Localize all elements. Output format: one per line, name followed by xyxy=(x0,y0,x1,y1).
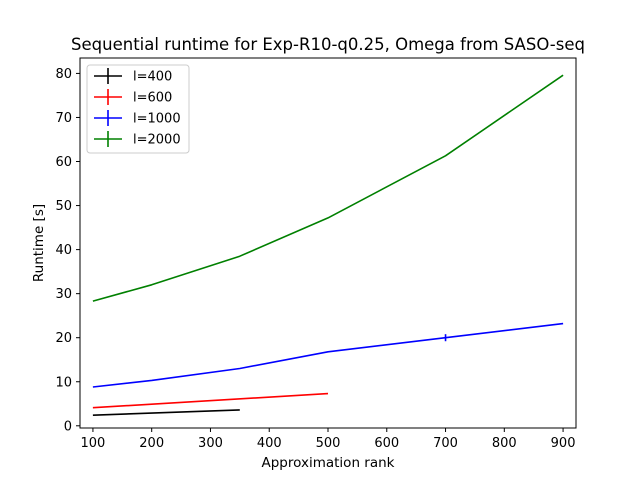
legend-label-0: l=400 xyxy=(133,70,172,85)
y-tick-label-7: 70 xyxy=(55,111,72,126)
y-tick-label-4: 40 xyxy=(55,243,72,258)
y-tick-label-5: 50 xyxy=(55,199,72,214)
x-tick-label-4: 500 xyxy=(316,436,341,451)
chart-title: Sequential runtime for Exp-R10-q0.25, Om… xyxy=(71,35,585,54)
y-tick-label-3: 30 xyxy=(55,287,72,302)
y-tick-label-6: 60 xyxy=(55,155,72,170)
x-tick-label-0: 100 xyxy=(81,436,106,451)
y-axis-label: Runtime [s] xyxy=(31,204,47,282)
x-tick-label-3: 400 xyxy=(257,436,282,451)
x-tick-label-2: 300 xyxy=(198,436,223,451)
legend-box xyxy=(86,64,190,154)
y-tick-label-1: 10 xyxy=(55,375,72,390)
legend-label-3: l=2000 xyxy=(133,133,181,148)
legend: l=400 l=600 l=1000 l=2000 xyxy=(86,64,190,154)
axes-layer: 100 200 300 400 500 600 700 800 900 0 10 20 30 40 50 60… xyxy=(55,57,577,451)
series-line-2 xyxy=(92,322,564,388)
y-tick-label-0: 0 xyxy=(64,419,72,434)
series-line-0 xyxy=(92,409,240,416)
series-line-3 xyxy=(92,74,564,302)
x-tick-label-1: 200 xyxy=(139,436,164,451)
x-tick-label-7: 800 xyxy=(492,436,517,451)
x-tick-label-8: 900 xyxy=(551,436,576,451)
series-line-1 xyxy=(92,392,329,409)
x-axis-label: Approximation rank xyxy=(262,455,395,471)
legend-label-2: l=1000 xyxy=(133,112,181,127)
legend-label-1: l=600 xyxy=(133,91,172,106)
x-tick-label-6: 700 xyxy=(433,436,458,451)
series-layer xyxy=(92,74,564,416)
y-tick-label-2: 20 xyxy=(55,331,72,346)
x-tick-label-5: 600 xyxy=(374,436,399,451)
y-tick-label-8: 80 xyxy=(55,67,72,82)
